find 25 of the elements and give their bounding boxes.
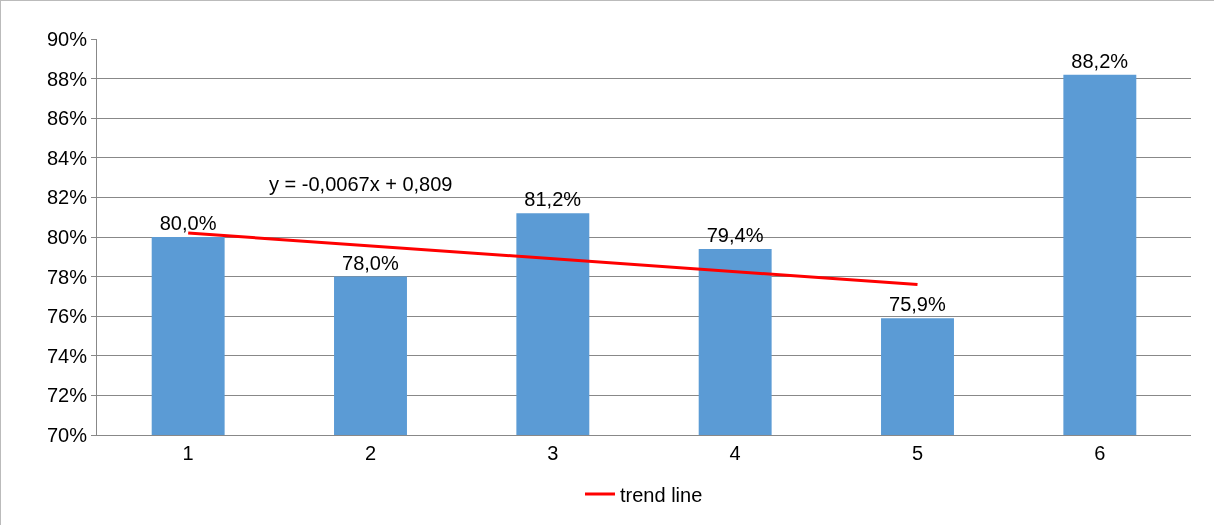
data-label: 78,0% bbox=[342, 251, 399, 274]
y-tick-label: 78% bbox=[46, 265, 88, 288]
y-tick-label: 84% bbox=[46, 146, 88, 169]
y-tick-label: 70% bbox=[46, 424, 88, 446]
x-tick-label: 2 bbox=[364, 442, 377, 464]
y-tick-label: 76% bbox=[46, 305, 88, 328]
legend-label: trend line bbox=[620, 483, 703, 506]
y-tick-label: 82% bbox=[46, 186, 88, 209]
y-tick-label: 80% bbox=[46, 226, 88, 248]
data-label: 88,2% bbox=[1071, 49, 1129, 72]
annotation: y = -0,0067x + 0,809 bbox=[269, 173, 453, 195]
x-tick-label: 1 bbox=[182, 442, 194, 464]
data-label: 80,0% bbox=[159, 212, 217, 234]
x-tick-label: 3 bbox=[547, 442, 559, 464]
y-tick-label: 72% bbox=[46, 384, 88, 407]
y-tick-label: 90% bbox=[46, 28, 88, 50]
x-tick-label: 4 bbox=[729, 442, 741, 464]
y-tick-label: 74% bbox=[46, 344, 88, 367]
y-tick-label: 86% bbox=[46, 107, 88, 130]
data-label: 79,4% bbox=[706, 223, 764, 246]
data-label: 81,2% bbox=[524, 188, 582, 211]
y-tick-label: 88% bbox=[46, 67, 88, 90]
x-tick-label: 6 bbox=[1094, 442, 1106, 464]
x-tick-label: 5 bbox=[911, 442, 924, 464]
data-label: 75,9% bbox=[889, 293, 946, 316]
